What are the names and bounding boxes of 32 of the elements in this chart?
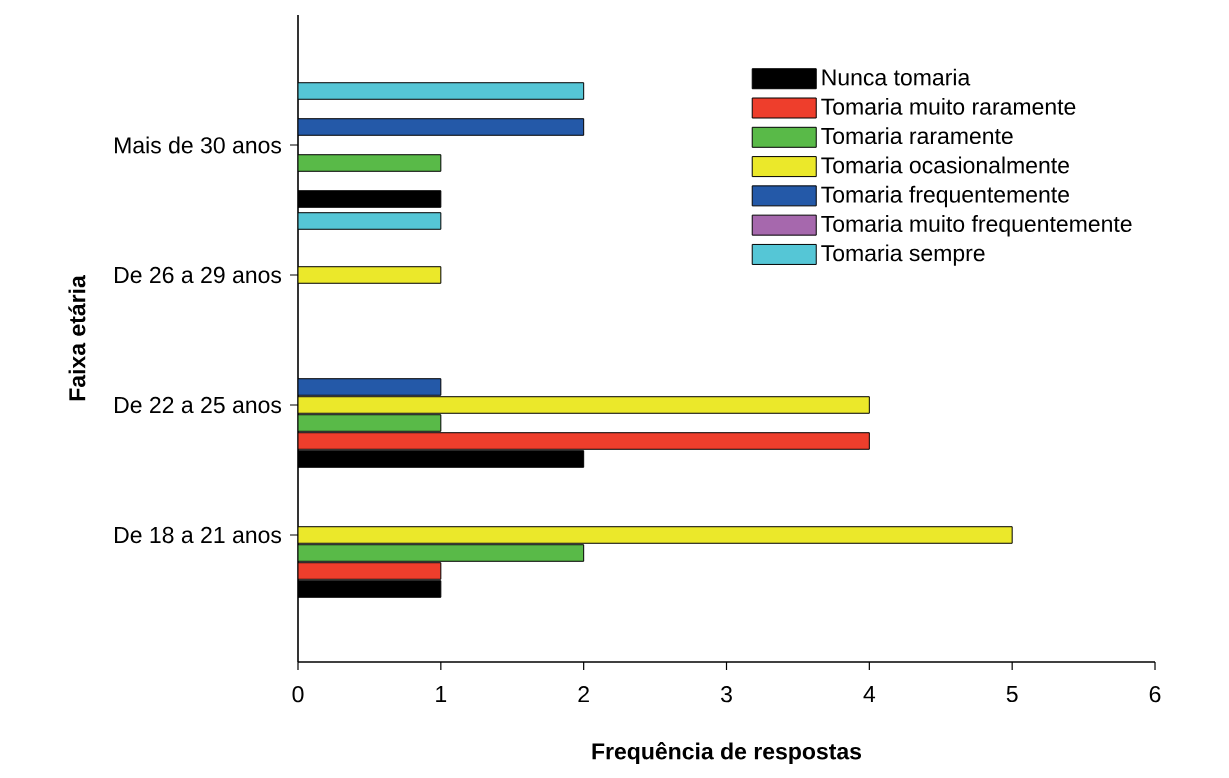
bar: [298, 266, 442, 284]
bar: [298, 154, 442, 172]
y-axis-title: Faixa etária: [68, 275, 86, 401]
x-tick-label: 2: [578, 686, 589, 703]
y-tick-label: De 26 a 29 anos: [115, 266, 282, 284]
bar: [298, 212, 442, 230]
legend-label: Tomaria muito frequentemente: [821, 215, 1132, 237]
bar: [298, 544, 585, 562]
legend-label: Tomaria raramente: [821, 127, 1013, 145]
y-tick-label: De 22 a 25 anos: [115, 396, 282, 414]
x-axis-title: Frequência de respostas: [592, 742, 862, 765]
bar: [298, 526, 1013, 544]
bar: [298, 414, 442, 432]
x-tick-label: 3: [720, 686, 732, 703]
bar: [298, 82, 585, 100]
legend-label: Nunca tomaria: [822, 68, 971, 86]
bar: [298, 378, 442, 396]
y-tick-label: De 18 a 21 anos: [115, 526, 282, 544]
bar: [298, 396, 870, 414]
bar: [298, 432, 870, 450]
legend-label: Tomaria frequentemente: [821, 185, 1069, 208]
bar: [298, 118, 585, 136]
bar: [298, 562, 442, 580]
x-tick-label: 4: [863, 686, 876, 702]
legend-label: Tomaria muito raramente: [821, 97, 1076, 115]
x-tick-label: 1: [436, 686, 447, 702]
legend-label: Tomaria sempre: [821, 244, 985, 266]
y-tick-label: Mais de 30 anos: [115, 136, 282, 154]
legend-label: Tomaria ocasionalmente: [821, 156, 1069, 174]
x-tick-label: 0: [292, 686, 304, 703]
x-tick-label: 6: [1149, 686, 1161, 703]
x-tick-label: 5: [1006, 686, 1018, 703]
